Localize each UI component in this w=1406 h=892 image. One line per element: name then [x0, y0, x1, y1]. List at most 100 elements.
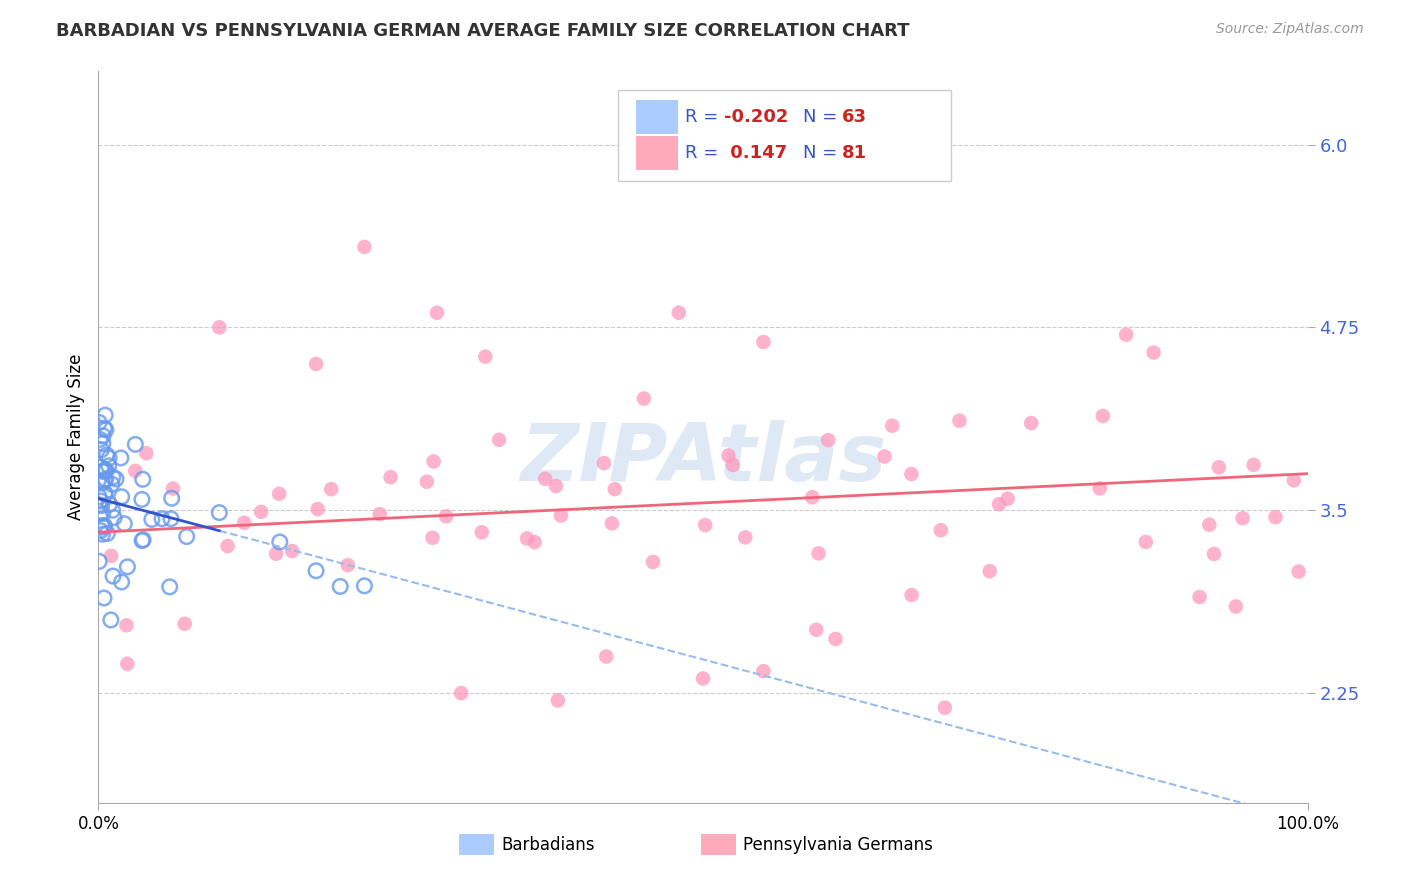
Point — [101, 470, 124, 484]
Text: Barbadians: Barbadians — [501, 836, 595, 855]
Text: 63: 63 — [842, 108, 868, 126]
Point — [434, 509, 457, 524]
Point — [801, 490, 824, 504]
Point — [100, 613, 122, 627]
Point — [160, 491, 183, 506]
FancyBboxPatch shape — [637, 136, 678, 170]
Point — [250, 505, 273, 519]
Point — [281, 544, 304, 558]
Point — [96, 448, 118, 462]
Point — [141, 512, 163, 526]
Text: Pennsylvania Germans: Pennsylvania Germans — [742, 836, 932, 855]
Point — [752, 334, 775, 349]
Point — [547, 693, 569, 707]
Point — [336, 558, 359, 573]
Point — [94, 408, 117, 422]
Point — [98, 450, 121, 465]
Point — [89, 433, 111, 447]
Point — [633, 392, 655, 406]
Point — [806, 623, 828, 637]
Point — [233, 516, 256, 530]
FancyBboxPatch shape — [619, 90, 950, 181]
Point — [131, 533, 153, 548]
Point — [353, 240, 375, 254]
Y-axis label: Average Family Size: Average Family Size — [66, 354, 84, 520]
Point — [1208, 460, 1230, 475]
FancyBboxPatch shape — [458, 834, 494, 855]
Point — [269, 535, 291, 549]
Point — [807, 546, 830, 560]
Point — [692, 672, 714, 686]
Point — [997, 491, 1019, 506]
Point — [94, 486, 117, 500]
Point — [1288, 565, 1310, 579]
Point — [534, 472, 557, 486]
Point — [474, 350, 496, 364]
Point — [90, 524, 112, 538]
Text: N =: N = — [803, 145, 844, 162]
Point — [321, 482, 343, 496]
Point — [93, 591, 115, 605]
Point — [110, 450, 132, 465]
Point — [721, 458, 744, 472]
Point — [111, 490, 134, 504]
Point — [103, 510, 125, 524]
Text: ZIPAtlas: ZIPAtlas — [520, 420, 886, 498]
Point — [603, 482, 626, 496]
Point — [217, 539, 239, 553]
Point — [948, 414, 970, 428]
Point — [96, 526, 118, 541]
Point — [94, 463, 117, 477]
Point — [1142, 345, 1164, 359]
Point — [882, 418, 904, 433]
Point — [93, 464, 115, 478]
Point — [87, 498, 110, 512]
Point — [89, 416, 111, 430]
Point — [307, 502, 329, 516]
Point — [90, 499, 112, 513]
Point — [550, 508, 572, 523]
Text: 0.147: 0.147 — [724, 145, 787, 162]
Point — [90, 494, 112, 508]
Point — [1282, 474, 1305, 488]
Point — [98, 497, 121, 511]
Point — [91, 465, 114, 479]
Point — [1115, 327, 1137, 342]
Point — [91, 475, 114, 490]
Point — [115, 618, 138, 632]
Point — [131, 492, 153, 507]
Point — [91, 527, 114, 541]
Point — [988, 497, 1011, 511]
Point — [94, 423, 117, 437]
Point — [160, 512, 183, 526]
Point — [87, 490, 110, 504]
Point — [269, 487, 291, 501]
Point — [305, 357, 328, 371]
Point — [208, 506, 231, 520]
Point — [93, 520, 115, 534]
Point — [368, 507, 391, 521]
Point — [117, 559, 139, 574]
Point — [124, 437, 146, 451]
Point — [93, 421, 115, 435]
Point — [873, 450, 896, 464]
Point — [668, 306, 690, 320]
Point — [1225, 599, 1247, 614]
Point — [929, 523, 952, 537]
Point — [380, 470, 402, 484]
Point — [93, 487, 115, 501]
Point — [1019, 416, 1042, 430]
Point — [450, 686, 472, 700]
Point — [595, 649, 617, 664]
Point — [752, 664, 775, 678]
Point — [488, 433, 510, 447]
Point — [93, 518, 115, 533]
Point — [89, 554, 111, 568]
Point — [426, 306, 449, 320]
Point — [817, 433, 839, 447]
Text: R =: R = — [685, 108, 724, 126]
Point — [695, 518, 717, 533]
Point — [159, 580, 181, 594]
Text: Source: ZipAtlas.com: Source: ZipAtlas.com — [1216, 22, 1364, 37]
Point — [523, 535, 546, 549]
